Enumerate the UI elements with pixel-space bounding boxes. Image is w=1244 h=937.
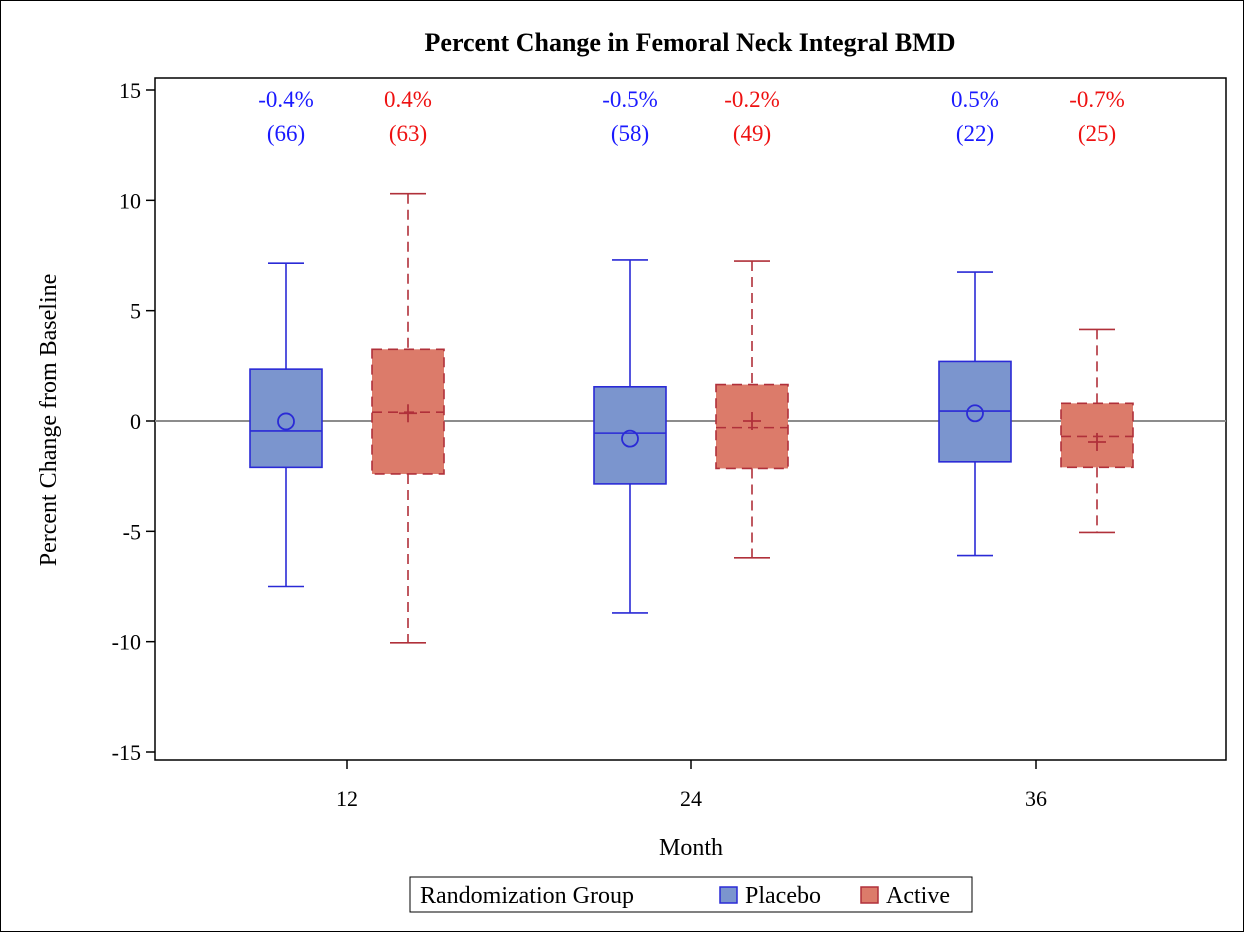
legend-swatch-active — [860, 886, 879, 904]
box-placebo — [593, 385, 667, 485]
y-tick-label: 0 — [130, 409, 141, 434]
n-label-active: (63) — [389, 121, 427, 146]
y-tick-label: -15 — [112, 740, 141, 765]
x-axis-label: Month — [659, 835, 723, 861]
box-placebo — [249, 368, 323, 469]
mean-marker-placebo — [621, 429, 639, 448]
n-label-placebo: (22) — [956, 121, 994, 146]
y-tick-label: -10 — [112, 630, 141, 655]
n-label-placebo: (66) — [267, 121, 305, 146]
x-tick-label: 36 — [1025, 786, 1047, 811]
mean-label-active: -0.7% — [1069, 87, 1125, 112]
chart-title: Percent Change in Femoral Neck Integral … — [425, 28, 956, 57]
mean-marker-placebo — [277, 412, 295, 431]
y-tick-label: 5 — [130, 299, 141, 324]
mean-label-placebo: -0.5% — [602, 87, 658, 112]
x-tick-label: 24 — [680, 786, 702, 811]
mean-label-placebo: -0.4% — [258, 87, 314, 112]
mean-label-active: 0.4% — [384, 87, 432, 112]
legend-swatch-placebo — [719, 886, 738, 904]
n-label-active: (49) — [733, 121, 771, 146]
mean-label-placebo: 0.5% — [951, 87, 999, 112]
y-tick-label: -5 — [123, 519, 141, 544]
plot-area: 15 10 5 0 -5 -10 -15 12 24 36 -0.4% (66) -0.5% (58) 0.… — [112, 77, 1227, 811]
legend: Randomization Group Placebo Active — [409, 876, 973, 913]
y-tick-label: 10 — [119, 188, 141, 213]
box-active — [1060, 402, 1134, 469]
legend-label-active: Active — [886, 883, 950, 909]
mean-label-active: -0.2% — [724, 87, 780, 112]
n-label-active: (25) — [1078, 121, 1116, 146]
y-axis-label: Percent Change from Baseline — [36, 274, 62, 567]
y-tick-label: 15 — [119, 78, 141, 103]
n-label-placebo: (58) — [611, 121, 649, 146]
legend-label-placebo: Placebo — [745, 883, 821, 909]
mean-marker-placebo — [966, 404, 984, 423]
x-tick-label: 12 — [336, 786, 358, 811]
legend-title: Randomization Group — [420, 883, 634, 909]
